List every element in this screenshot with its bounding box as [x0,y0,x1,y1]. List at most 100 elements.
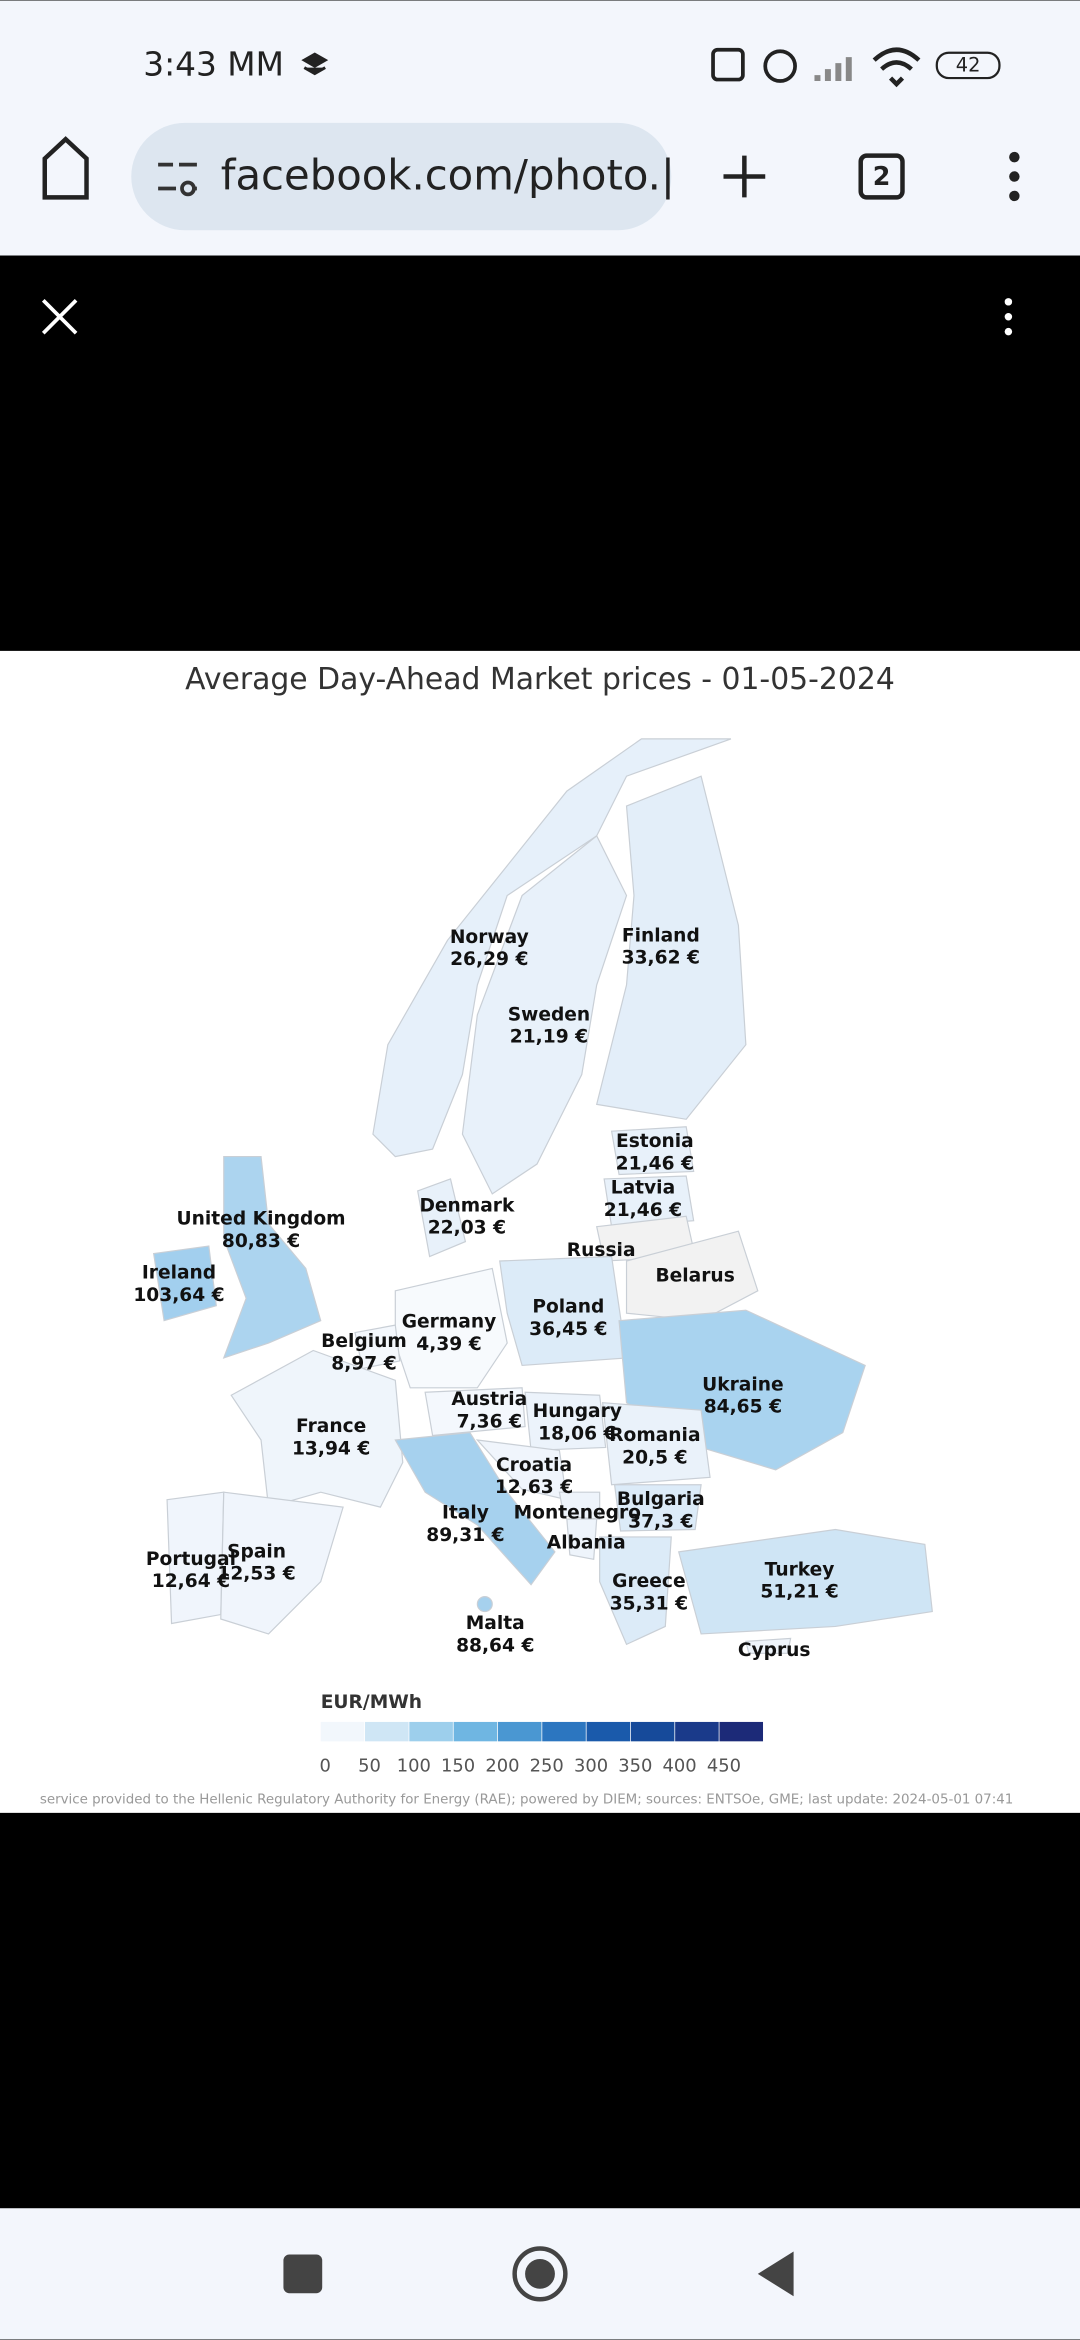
back-button[interactable] [757,2251,794,2297]
country-name: Norway [450,927,529,948]
country-name: Cyprus [738,1640,811,1661]
home-button[interactable] [42,136,89,200]
nfc-icon [711,47,745,82]
country-shape [222,1155,322,1359]
country-shape [524,1391,607,1452]
country-name: Montenegro [514,1503,641,1524]
site-settings-icon[interactable] [158,162,197,191]
country-price: 33,62 € [622,948,700,969]
map-title: Average Day-Ahead Market prices - 01-05-… [185,662,895,697]
country-shape [566,1518,598,1561]
legend-swatch [586,1721,631,1742]
signal-icon [814,57,852,82]
country-shape [461,834,628,1195]
country-shape [599,1536,672,1646]
country-name: Poland [532,1297,604,1318]
address-bar[interactable] [131,122,672,231]
country-name: Denmark [419,1195,515,1216]
legend: 0 50 100 150 200 250 300 350 400 450 [319,1721,764,1777]
country-price: 103,64 € [133,1285,224,1306]
legend-swatch [497,1721,542,1742]
country-name: Italy [442,1503,489,1524]
country-shape [394,1431,556,1586]
country-price: 36,45 € [529,1319,607,1340]
country-name: Sweden [508,1004,590,1025]
legend-swatch [719,1721,764,1742]
country-shape [745,1637,792,1654]
country-shape [220,1491,344,1635]
country-shape [677,1528,933,1635]
alarm-icon [763,49,797,83]
country-name: Belarus [655,1265,734,1286]
country-name: Portugal [146,1549,236,1570]
country-price: 18,06 € [538,1424,616,1445]
browser-menu[interactable] [1009,151,1020,202]
legend-tick: 400 [663,1756,697,1777]
country-name: Croatia [496,1455,572,1476]
url-text[interactable]: facebook.com/photo.| [221,151,675,200]
country-name: Malta [466,1613,525,1634]
country-shape [595,775,747,1120]
footer: service provided to the Hellenic Regulat… [40,1793,1013,1808]
legend-unit: EUR/MWh [321,1692,422,1713]
country-price: 35,31 € [610,1594,688,1615]
legend-swatch [542,1721,586,1742]
home-nav-dot [525,2258,555,2289]
legend-tick: 150 [441,1756,475,1777]
legend-swatch [675,1721,719,1742]
country-name: Greece [612,1571,685,1592]
country-price: 22,03 € [428,1218,506,1239]
viewer-bottom [0,1812,1080,2209]
country-shape [603,1175,695,1228]
country-shape [476,1596,493,1613]
country-name: Russia [567,1240,636,1261]
country-name: Finland [622,925,700,946]
country-price: 80,83 € [222,1231,300,1252]
legend-swatch [320,1721,365,1742]
country-shape [372,738,732,1158]
country-name: Ireland [142,1262,216,1283]
battery-icon [935,51,1001,80]
country-name: France [296,1416,366,1437]
tab-switcher[interactable] [858,153,905,200]
country-price: 20,5 € [622,1447,687,1468]
country-price: 12,63 € [495,1477,573,1498]
home-nav-button[interactable] [512,2246,568,2302]
country-name: Austria [451,1389,527,1410]
country-price: 89,31 € [426,1525,504,1546]
country-shape [625,1230,759,1322]
tab-count: 2 [873,161,891,191]
country-name: Romania [609,1425,700,1446]
legend-tick: 450 [707,1756,741,1777]
country-name: Bulgaria [617,1489,705,1510]
legend-swatch [365,1721,409,1742]
legend-tick: 50 [358,1756,381,1777]
photo-menu[interactable] [1004,298,1013,336]
country-shape [499,1255,628,1367]
legend-swatch [630,1721,675,1742]
close-button[interactable] [41,299,78,335]
country-shape [601,1402,711,1486]
new-tab-button[interactable] [723,155,766,198]
legend-tick: 250 [530,1756,564,1777]
country-price: 12,64 € [152,1571,230,1592]
country-name: Ukraine [702,1374,784,1395]
country-price: 21,19 € [510,1027,588,1048]
clock: 3:43 MM [143,46,284,84]
recents-button[interactable] [283,2254,323,2294]
country-name: United Kingdom [177,1209,346,1230]
country-shape [613,1484,702,1532]
country-shape [558,1491,601,1520]
country-price: 21,46 € [604,1200,682,1221]
country-price: 26,29 € [450,949,528,970]
country-price: 7,36 € [457,1412,522,1433]
country-price: 88,64 € [456,1635,534,1656]
legend-tick: 0 [319,1756,330,1777]
country-price: 21,46 € [616,1154,694,1175]
country-shape [152,1245,217,1322]
country-price: 12,53 € [217,1564,295,1585]
country-name: Germany [402,1312,496,1333]
